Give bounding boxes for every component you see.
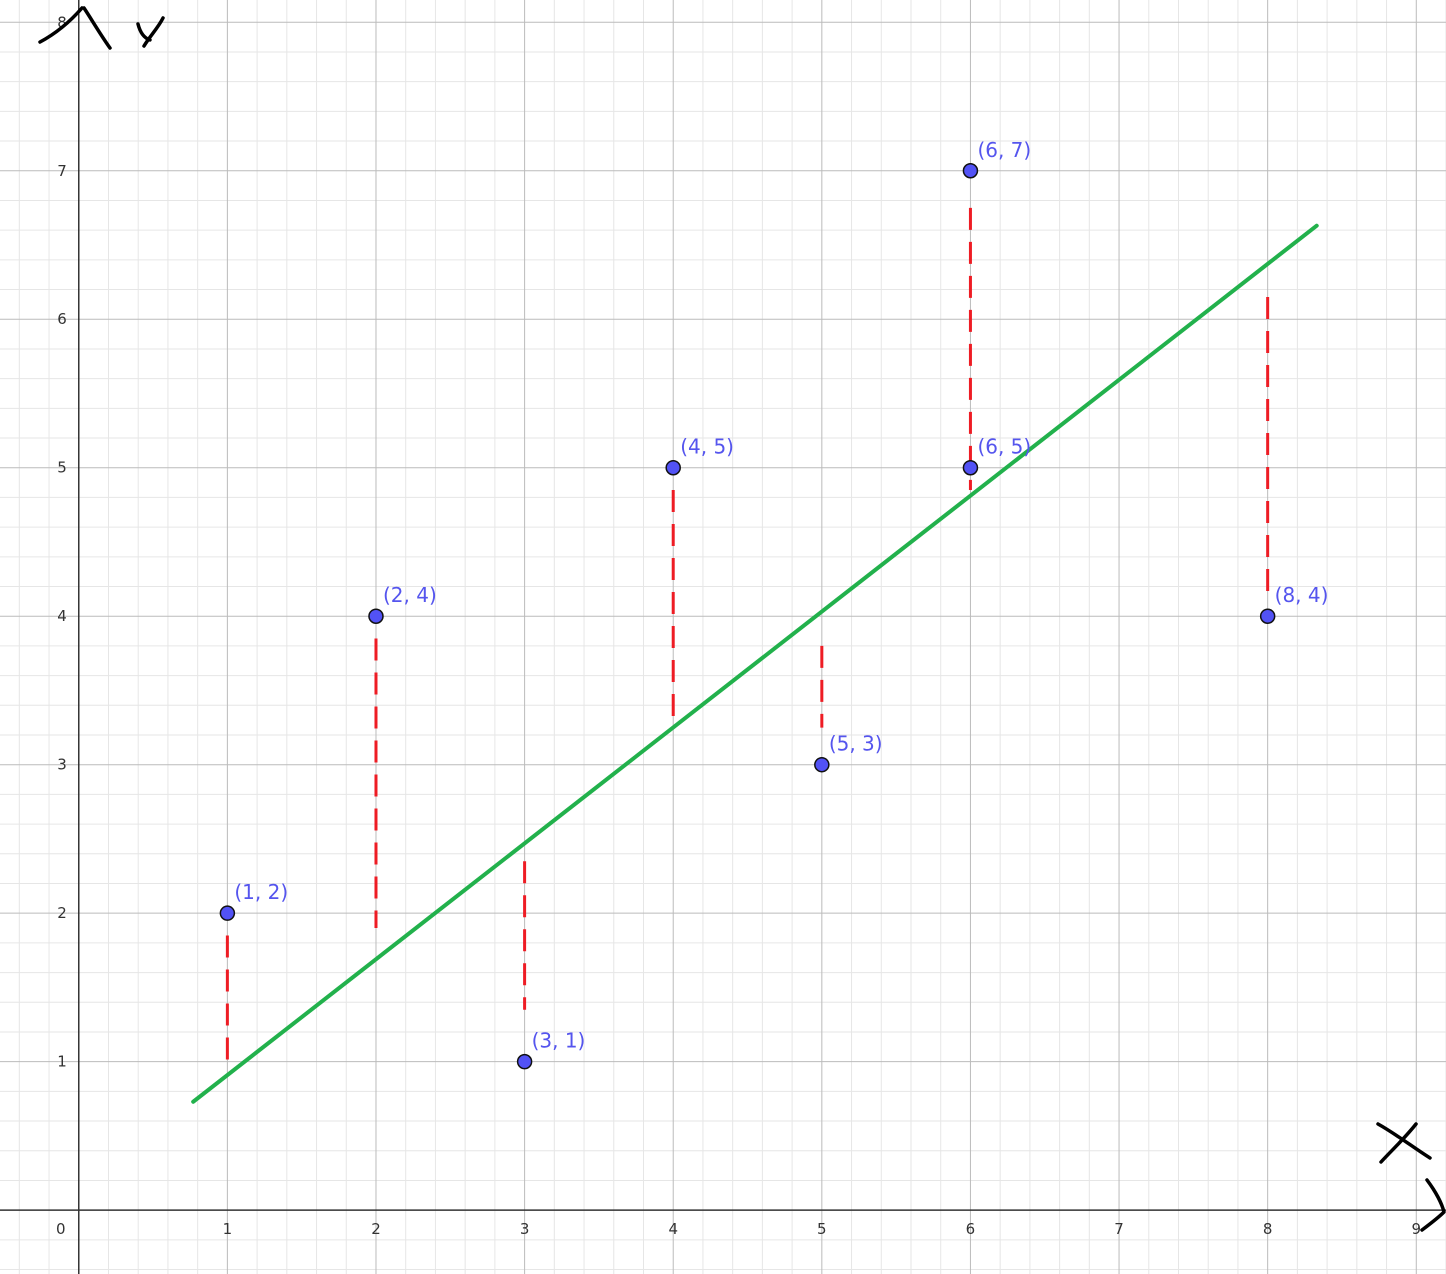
y-tick-label: 8 (57, 13, 67, 31)
x-tick-label: 4 (668, 1220, 678, 1238)
point-label: (6, 7) (977, 138, 1031, 162)
residual-lines (225, 207, 1270, 1062)
data-point (368, 608, 384, 624)
y-tick-label: 2 (57, 904, 67, 922)
data-points (219, 163, 1276, 1070)
y-tick-label: 1 (57, 1053, 67, 1071)
point-label: (4, 5) (680, 435, 734, 459)
y-tick-label: 6 (57, 310, 67, 328)
y-tick-label: 7 (57, 162, 67, 180)
x-tick-label: 0 (56, 1220, 66, 1238)
point-labels: (1, 2) (2, 4) (3, 1) (4, 5) (5, 3) (6, 7) (6, … (234, 138, 1328, 1053)
x-arrow-head (1420, 1178, 1446, 1232)
x-letter-stroke-2 (1379, 1122, 1418, 1164)
point-label: (8, 4) (1275, 583, 1329, 607)
x-tick-label: 8 (1263, 1220, 1273, 1238)
x-tick-label: 9 (1412, 1220, 1422, 1238)
point-label: (5, 3) (829, 732, 883, 756)
y-tick-label: 4 (57, 607, 67, 625)
y-tick-label: 5 (57, 459, 67, 477)
point-label: (6, 5) (977, 435, 1031, 459)
x-tick-label: 6 (966, 1220, 976, 1238)
y-axis-annotation (38, 6, 165, 50)
point-label: (2, 4) (383, 583, 437, 607)
data-point (219, 905, 236, 921)
data-point (1259, 608, 1276, 624)
data-point (962, 163, 979, 179)
x-tick-label: 5 (817, 1220, 827, 1238)
regression-line (191, 223, 1319, 1104)
y-letter-stroke-2 (142, 16, 165, 48)
y-arrow-stroke-right (82, 6, 112, 50)
data-point (814, 756, 830, 773)
y-arrow-stroke-left (38, 6, 84, 44)
point-label: (1, 2) (234, 880, 288, 904)
x-axis-annotation (1376, 1122, 1446, 1232)
data-point (665, 459, 681, 476)
x-tick-label: 2 (371, 1220, 381, 1238)
x-tick-label: 7 (1114, 1220, 1124, 1238)
y-tick-label: 3 (57, 756, 67, 774)
data-point (962, 459, 979, 476)
data-point (516, 1053, 533, 1070)
x-tick-label: 3 (520, 1220, 530, 1238)
tick-labels: 0 1 2 3 4 5 6 7 8 9 1 2 3 4 5 6 7 8 (56, 13, 1421, 1238)
point-label: (3, 1) (532, 1029, 586, 1053)
regression-line-group (191, 223, 1319, 1104)
x-tick-label: 1 (223, 1220, 233, 1238)
x-letter-stroke-1 (1376, 1122, 1432, 1160)
